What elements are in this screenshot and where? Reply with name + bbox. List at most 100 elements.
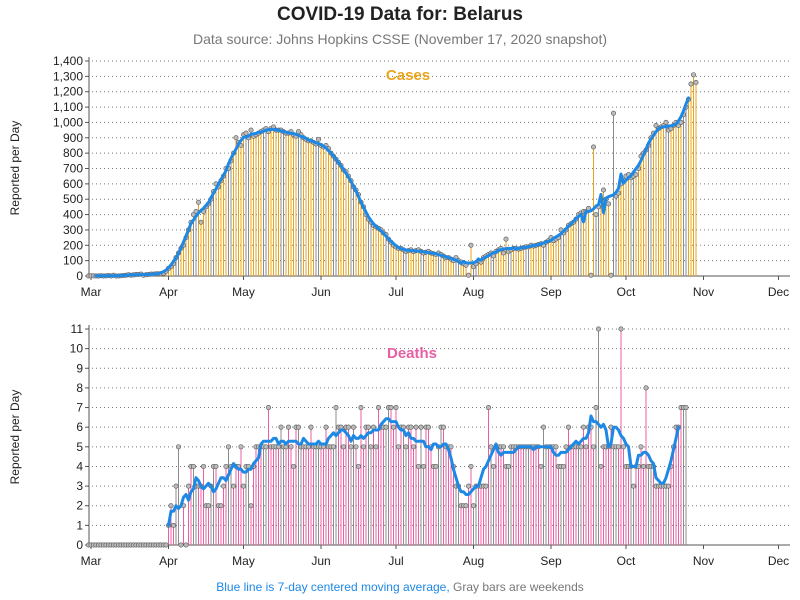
data-point [218, 503, 224, 509]
data-point [633, 172, 639, 178]
data-point [563, 444, 569, 450]
data-point [490, 463, 496, 469]
data-point [683, 405, 689, 411]
data-point [233, 135, 239, 141]
x-tick-label: May [232, 285, 255, 299]
data-point [373, 444, 379, 450]
data-point [176, 444, 182, 450]
data-point [505, 463, 511, 469]
data-point [418, 424, 424, 430]
data-point [403, 444, 409, 450]
data-point [308, 424, 314, 430]
data-point [615, 444, 621, 450]
data-point [610, 110, 616, 116]
y-tick-label: 100 [63, 254, 83, 268]
data-point [330, 444, 336, 450]
x-tick-label: Apr [159, 554, 178, 568]
y-tick-label: 3 [76, 479, 83, 493]
data-point [285, 424, 291, 430]
x-tick-label: Dec [768, 554, 789, 568]
data-point [588, 272, 594, 278]
data-point [643, 385, 649, 391]
data-point [600, 187, 606, 193]
data-point [178, 542, 184, 548]
data-point [171, 522, 177, 528]
y-tick-label: 2 [76, 499, 83, 513]
x-tick-label: Aug [463, 285, 484, 299]
y-tick-label: 700 [63, 162, 83, 176]
data-point [198, 219, 204, 225]
deaths-panel: 0 1 2 3 4 5 6 7 8 9 10 11 Mar Apr May Jun Jul Aug Sep Oct No… [8, 322, 790, 568]
x-tick-label: Dec [768, 285, 789, 299]
y-tick-label: 1,300 [53, 69, 83, 83]
data-point [173, 483, 179, 489]
data-point [638, 444, 644, 450]
chart-subtitle: Data source: Johns Hopkins CSSE (Novembe… [193, 31, 607, 47]
data-point [618, 326, 624, 332]
data-point [593, 405, 599, 411]
data-point [560, 463, 566, 469]
moving-average-line [94, 96, 690, 278]
x-tick-label: Mar [81, 285, 102, 299]
data-point [315, 136, 321, 142]
data-point [345, 424, 351, 430]
data-point [583, 444, 589, 450]
data-point [578, 444, 584, 450]
data-point [201, 463, 207, 469]
data-point [595, 326, 601, 332]
data-point [278, 424, 284, 430]
x-tick-label: Aug [463, 554, 484, 568]
data-point [580, 424, 586, 430]
data-point [375, 405, 381, 411]
data-point [440, 424, 446, 430]
y-tick-label: 300 [63, 223, 83, 237]
y-tick-label: 1 [76, 518, 83, 532]
y-tick-label: 400 [63, 208, 83, 222]
x-tick-label: Jun [311, 285, 330, 299]
y-tick-label: 500 [63, 192, 83, 206]
data-point [538, 463, 544, 469]
data-point [353, 444, 359, 450]
data-point [590, 444, 596, 450]
data-point [263, 444, 269, 450]
data-point [433, 463, 439, 469]
x-tick-label: Oct [617, 285, 636, 299]
data-point [590, 144, 596, 150]
data-point [213, 463, 219, 469]
y-axis-label: Reported per Day [8, 121, 22, 216]
data-point [231, 483, 237, 489]
y-tick-label: 6 [76, 420, 83, 434]
data-point [415, 463, 421, 469]
data-point [598, 463, 604, 469]
data-point [333, 405, 339, 411]
data-point [358, 405, 364, 411]
data-point [295, 424, 301, 430]
data-point [420, 463, 426, 469]
y-tick-label: 0 [76, 269, 83, 283]
data-point [425, 424, 431, 430]
data-point [186, 483, 192, 489]
x-tick-label: Nov [693, 285, 714, 299]
data-point [630, 483, 636, 489]
cases-panel: 01002003004005006007008009001,0001,1001,… [8, 54, 790, 299]
data-point [465, 272, 471, 278]
y-tick-label: 1,400 [53, 54, 83, 68]
data-point [688, 81, 694, 87]
data-point [503, 236, 509, 242]
data-point [348, 444, 354, 450]
data-point [693, 80, 699, 86]
data-point [183, 542, 189, 548]
data-point [485, 405, 491, 411]
data-point [265, 405, 271, 411]
x-tick-label: Sep [540, 285, 562, 299]
data-point [241, 483, 247, 489]
footer-note: Blue line is 7-day centered moving avera… [0, 580, 800, 594]
data-point [168, 503, 174, 509]
data-point [665, 483, 671, 489]
data-point [690, 72, 696, 78]
x-tick-label: Jun [311, 554, 330, 568]
data-point [553, 444, 559, 450]
data-point [463, 503, 469, 509]
data-point [483, 483, 489, 489]
data-point [468, 463, 474, 469]
